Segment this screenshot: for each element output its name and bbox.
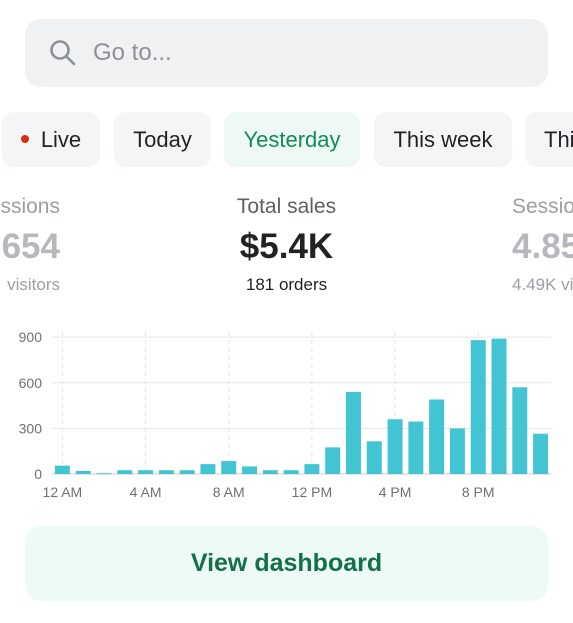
chart-bar [200, 464, 216, 474]
metric-label: Sessions [512, 195, 573, 218]
metric-card-total-sales[interactable]: Total sales $5.4K 181 orders [0, 190, 573, 300]
metric-card-sessions-right[interactable]: Sessions 4.85 4.49K visitors [512, 190, 573, 300]
chart-bar [449, 428, 465, 474]
live-dot-icon [20, 135, 29, 144]
metric-label: Total sales [236, 195, 337, 218]
x-tick-label: 12 PM [292, 484, 332, 500]
metric-card-sessions[interactable]: Sessions 1,654 visitors [0, 190, 60, 300]
x-tick-label: 8 PM [462, 484, 495, 500]
chart-bar [533, 433, 549, 474]
chart-bar [325, 447, 341, 474]
chart-bar [408, 421, 424, 474]
period-chip-this-week[interactable]: This week [374, 112, 512, 167]
y-tick-label: 0 [34, 466, 42, 482]
chart-bar [242, 466, 258, 474]
period-chip-label: Yesterday [243, 127, 341, 152]
search-icon [50, 40, 76, 66]
chart-bar [75, 470, 91, 474]
chart-bar [96, 473, 112, 475]
y-tick-label: 900 [19, 329, 43, 345]
metrics-carousel[interactable]: Sessions 1,654 visitors Total sales $5.4… [0, 190, 573, 310]
search-bar[interactable] [25, 19, 548, 87]
search-input[interactable] [93, 39, 493, 67]
x-tick-label: 4 PM [379, 484, 412, 500]
metric-value: 4.85 [512, 227, 573, 266]
x-tick-label: 12 AM [43, 484, 83, 500]
metric-value: $5.4K [239, 227, 334, 266]
period-chip-label: This month [544, 127, 573, 152]
chart-bar [429, 399, 445, 474]
chart-bar [54, 465, 70, 474]
period-selector: Live Today Yesterday This week This mont… [0, 112, 573, 168]
chart-bar [138, 470, 154, 474]
metric-subtext: 4.49K visitors [512, 275, 573, 294]
chart-bar [179, 470, 195, 474]
x-tick-label: 4 AM [130, 484, 162, 500]
period-chip-yesterday[interactable]: Yesterday [224, 112, 360, 167]
chart-bar [512, 387, 528, 474]
view-dashboard-button[interactable]: View dashboard [25, 526, 548, 601]
x-tick-label: 8 AM [213, 484, 245, 500]
chart-bar [491, 338, 507, 474]
period-chip-label: This week [393, 127, 493, 152]
metric-subtext: visitors [7, 275, 60, 294]
period-chip-today[interactable]: Today [114, 112, 211, 167]
metric-label: Sessions [0, 195, 60, 218]
chart-bar [304, 464, 320, 474]
chart-bar [283, 470, 299, 474]
metric-subtext: 181 orders [245, 275, 328, 294]
chart-bar [158, 470, 174, 474]
y-tick-label: 600 [19, 375, 43, 391]
period-chip-label: Today [133, 127, 192, 152]
sales-bar-chart: 0 300 600 900 12 AM 4 AM 8 AM 12 PM 4 PM 8 PM [19, 329, 551, 500]
chart-bar [262, 470, 278, 474]
period-chip-live[interactable]: Live [2, 112, 100, 167]
chart-bar [117, 470, 133, 474]
period-chip-label: Live [40, 127, 82, 152]
metric-value: 1,654 [0, 227, 60, 266]
chart-bar [221, 461, 237, 474]
chart-bar [470, 340, 486, 474]
chart-bar [387, 419, 403, 474]
chart-bar [366, 441, 382, 474]
chart-bar [345, 391, 361, 474]
y-tick-label: 300 [19, 420, 43, 436]
period-chip-this-month[interactable]: This month [525, 112, 573, 167]
